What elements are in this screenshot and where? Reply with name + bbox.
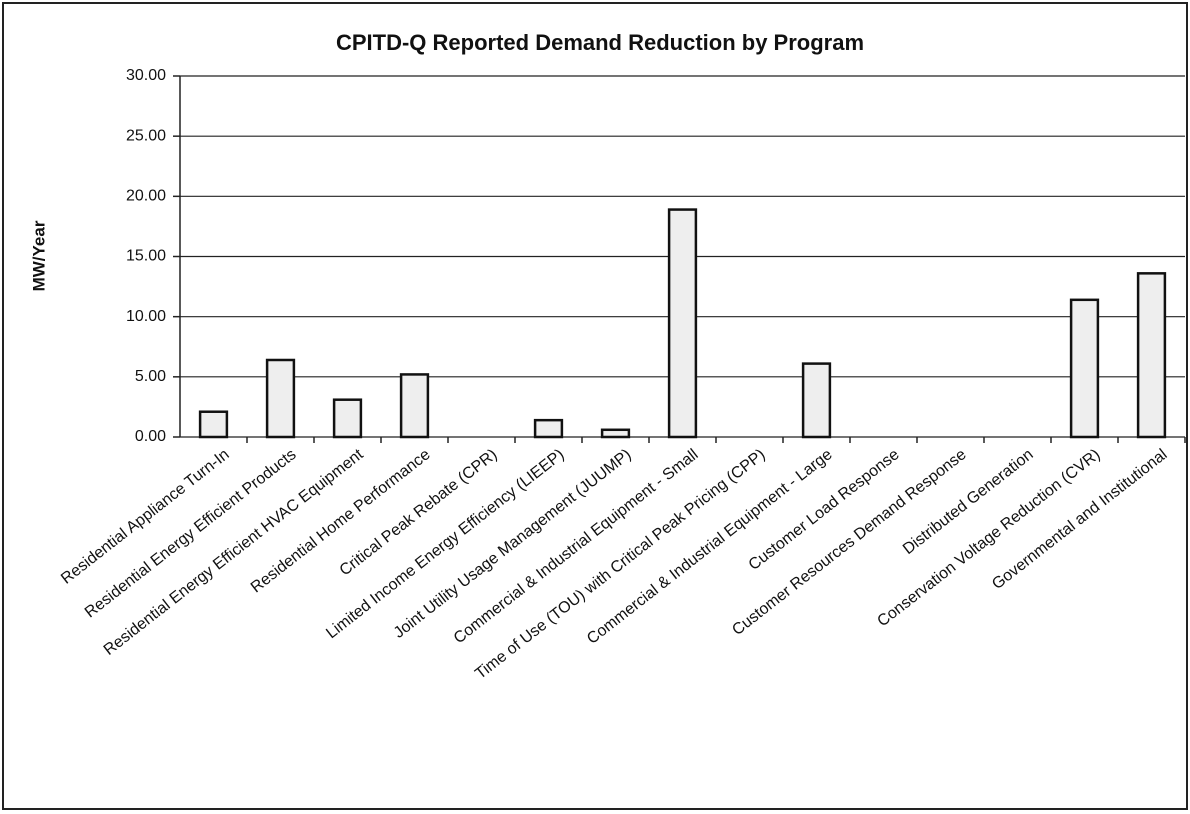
y-tick-label: 0.00 bbox=[135, 428, 166, 445]
y-tick-label: 25.00 bbox=[126, 127, 166, 144]
y-tick-label: 10.00 bbox=[126, 308, 166, 325]
x-tick-label: Commercial & Industrial Equipment - Smal… bbox=[451, 446, 702, 647]
bar bbox=[198, 410, 229, 439]
x-tick-label: Distributed Generation bbox=[900, 446, 1037, 558]
y-tick-label: 15.00 bbox=[126, 248, 166, 265]
bar bbox=[801, 362, 832, 439]
bar bbox=[1069, 298, 1100, 439]
x-tick-label: Limited Income Energy Efficiency (LIEEP) bbox=[323, 446, 567, 642]
bar bbox=[667, 208, 698, 439]
bar bbox=[533, 418, 564, 439]
chart-title: CPITD-Q Reported Demand Reduction by Pro… bbox=[336, 30, 864, 55]
bar bbox=[265, 358, 296, 439]
bar bbox=[332, 398, 363, 439]
x-tick-label: Joint Utility Usage Management (JUUMP) bbox=[391, 446, 635, 642]
y-tick-label: 30.00 bbox=[126, 67, 166, 84]
bar bbox=[399, 373, 430, 439]
y-tick-label: 20.00 bbox=[126, 188, 166, 205]
bar bbox=[1136, 272, 1167, 439]
bar bbox=[600, 428, 631, 439]
y-tick-label: 5.00 bbox=[135, 368, 166, 385]
x-tick-label: Commercial & Industrial Equipment - Larg… bbox=[584, 446, 836, 648]
x-tick-label: Customer Resources Demand Response bbox=[729, 446, 969, 639]
y-axis-title: MW/Year bbox=[29, 220, 48, 291]
